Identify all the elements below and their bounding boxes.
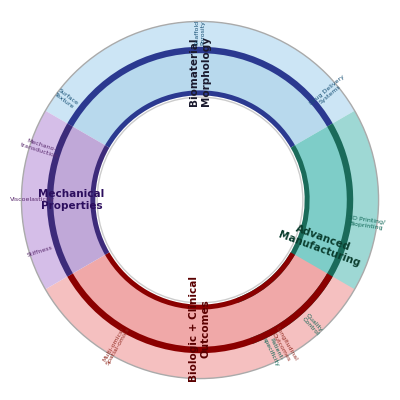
Wedge shape (90, 145, 109, 255)
Wedge shape (50, 125, 107, 275)
Wedge shape (237, 125, 350, 341)
Wedge shape (47, 123, 73, 277)
Text: Viscoelasticity: Viscoelasticity (10, 198, 55, 202)
Text: Multi-omics/
Spatial-omics: Multi-omics/ Spatial-omics (101, 324, 131, 366)
Text: Quality
Control: Quality Control (301, 313, 324, 337)
Wedge shape (105, 90, 295, 148)
Text: Stiffness: Stiffness (27, 245, 54, 258)
Text: Biologic + Clinical
Outcomes: Biologic + Clinical Outcomes (189, 276, 211, 382)
Text: Biomaterial
Morphology: Biomaterial Morphology (189, 36, 211, 106)
Text: Drug Delivery
Systems: Drug Delivery Systems (308, 74, 349, 110)
Wedge shape (70, 50, 330, 146)
Text: Scaffold
Porosity: Scaffold Porosity (194, 20, 206, 45)
Wedge shape (251, 111, 378, 368)
Wedge shape (250, 123, 353, 344)
Text: Surface
Texture: Surface Texture (53, 88, 79, 110)
Text: Longitudinal
Outcomes: Longitudinal Outcomes (270, 326, 298, 365)
Text: Mechano-
transduction: Mechano- transduction (20, 137, 61, 160)
Text: Patient-
specificity: Patient- specificity (262, 334, 285, 368)
Wedge shape (22, 111, 70, 289)
Wedge shape (236, 145, 310, 303)
Wedge shape (67, 47, 333, 127)
Circle shape (97, 97, 303, 303)
Wedge shape (45, 275, 355, 378)
Text: Mechanical
Properties: Mechanical Properties (38, 189, 104, 211)
Wedge shape (70, 254, 330, 350)
Text: Advanced
Manufacturing: Advanced Manufacturing (276, 219, 365, 269)
Text: 3D Printing/
Bioprinting: 3D Printing/ Bioprinting (347, 216, 385, 231)
Wedge shape (67, 273, 333, 353)
Wedge shape (45, 22, 355, 125)
Wedge shape (105, 252, 295, 310)
